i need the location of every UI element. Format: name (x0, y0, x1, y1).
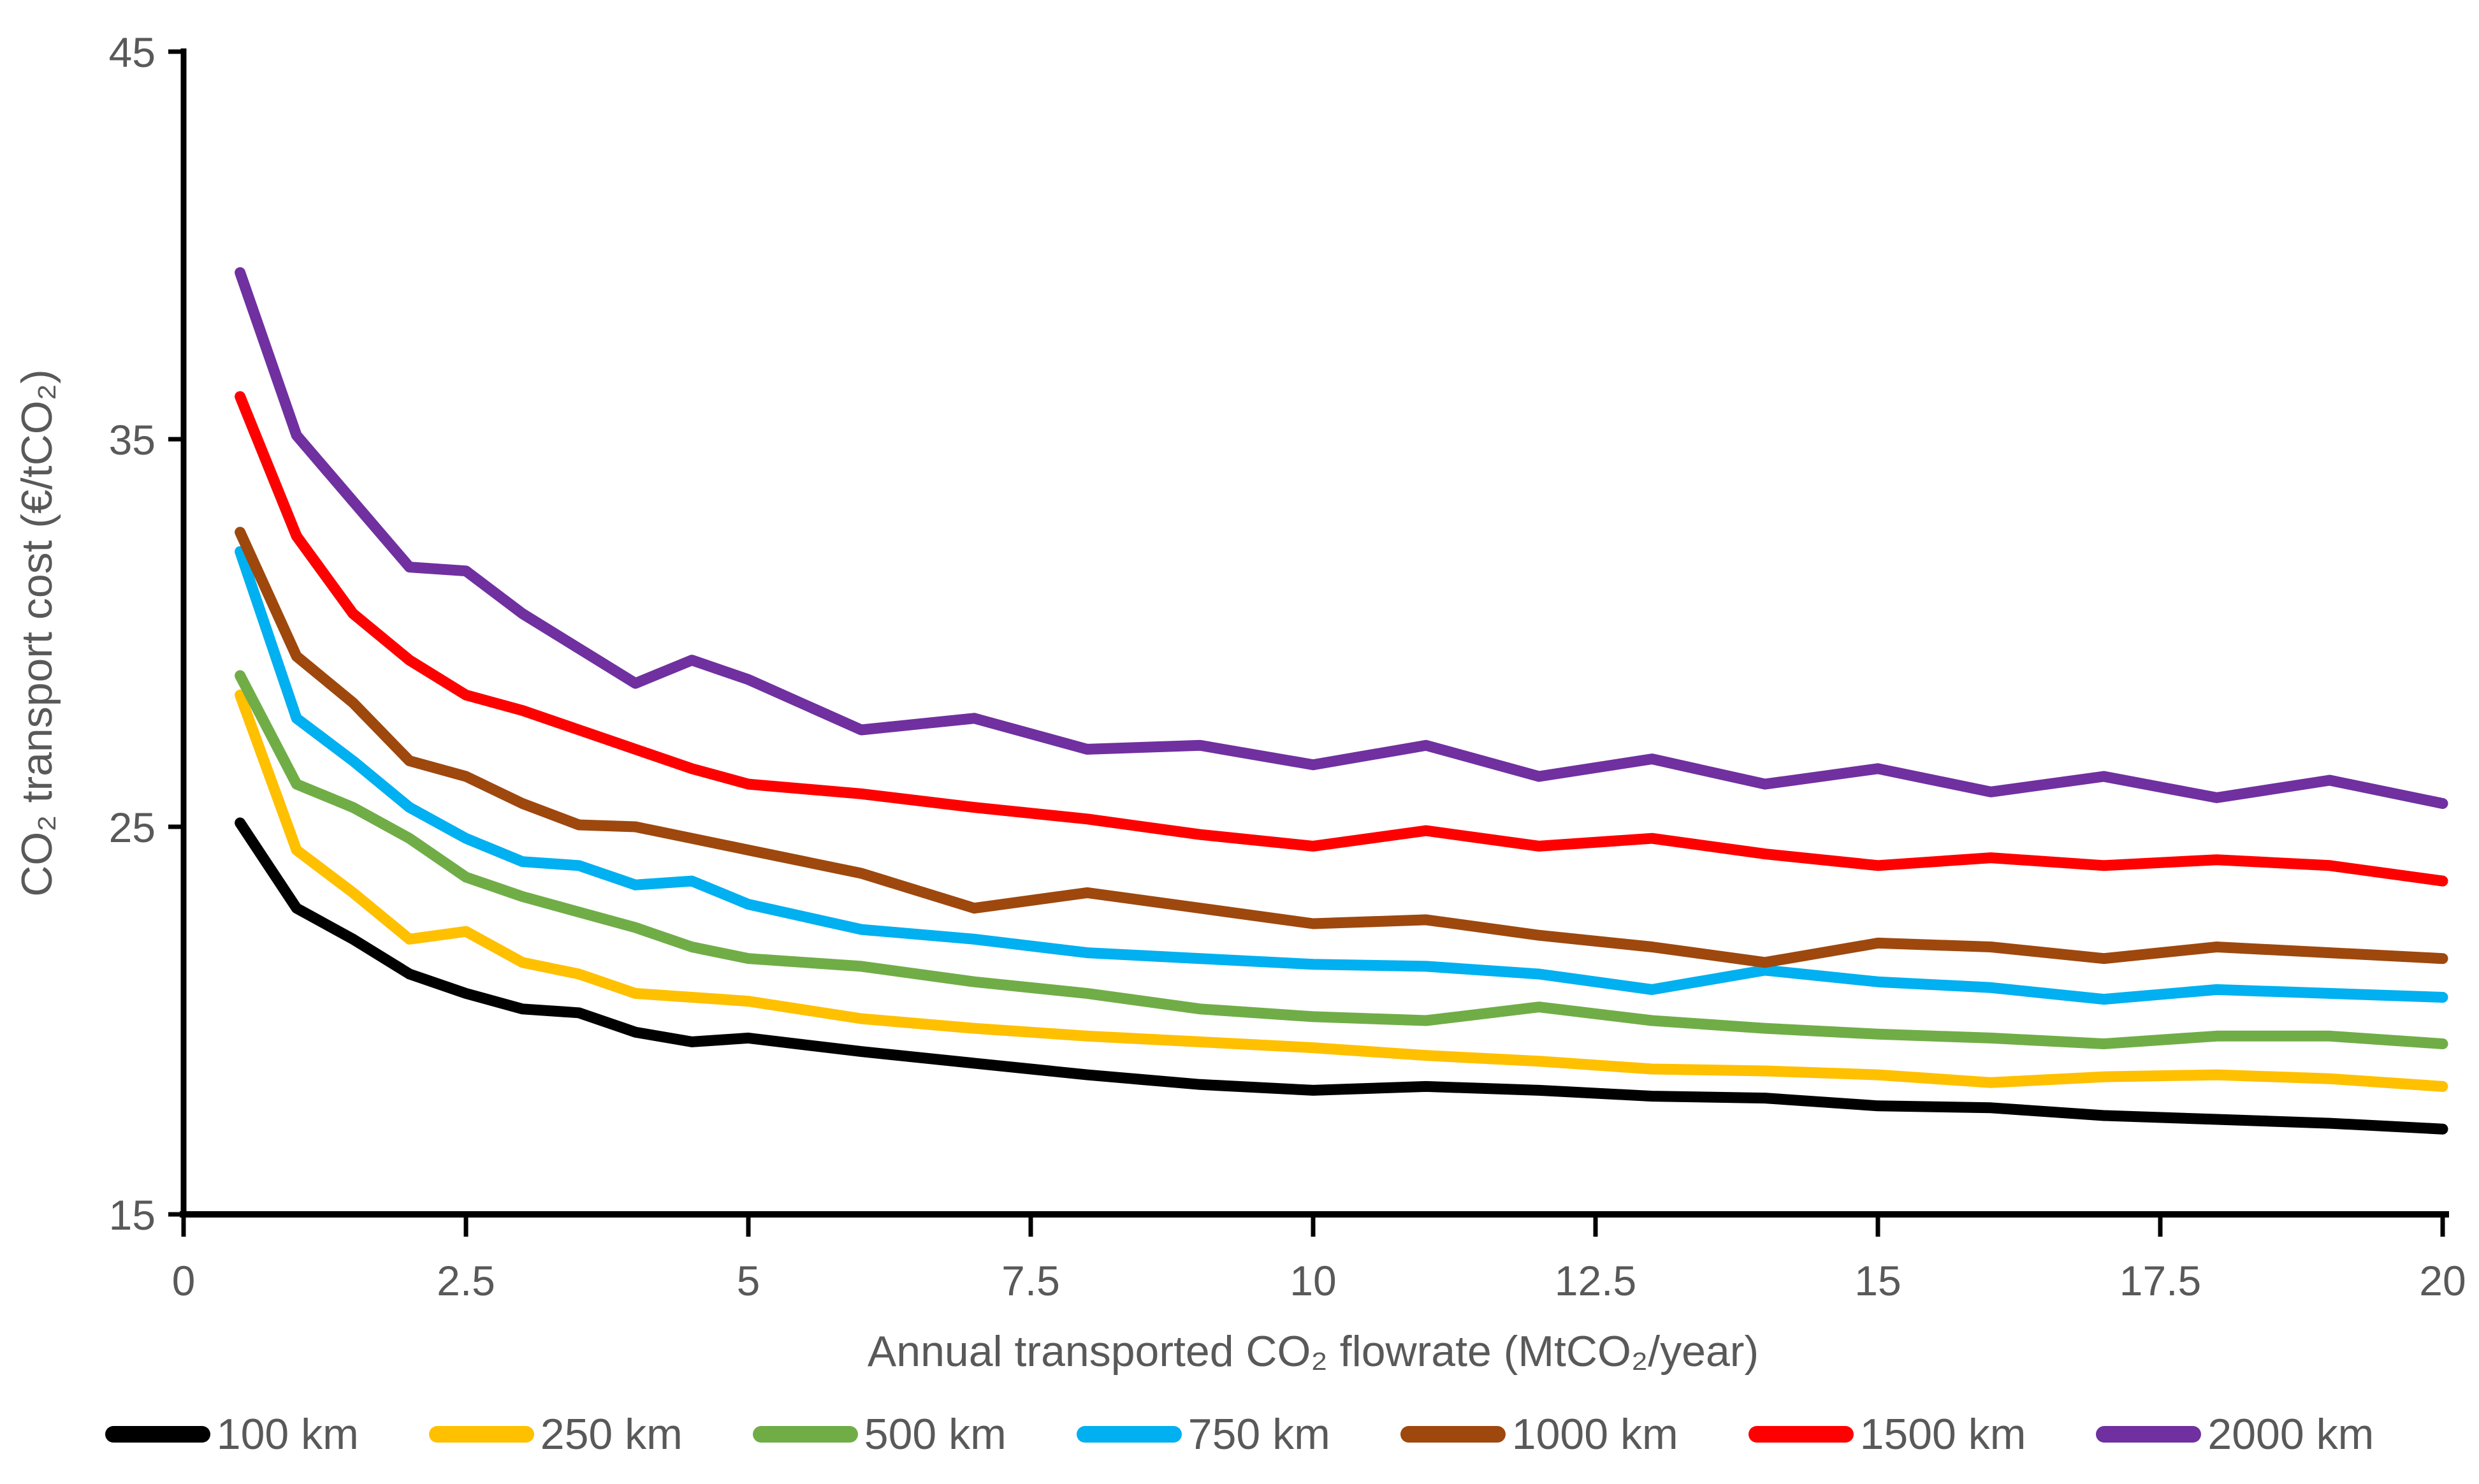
y-tick-label: 45 (109, 29, 156, 76)
legend-item-2000km: 2000 km (2096, 1409, 2374, 1459)
series-line-2000km (235, 267, 2448, 809)
legend-swatch-2000km (2096, 1426, 2202, 1443)
x-tick-label: 2.5 (437, 1257, 495, 1304)
legend-item-100km: 100 km (105, 1409, 359, 1459)
x-tick-label: 10 (1290, 1257, 1336, 1304)
legend-swatch-500km (752, 1426, 858, 1443)
x-axis-title: Annual transported CO₂ flowrate (MtCO₂/y… (867, 1327, 1759, 1376)
x-tick-label: 0 (172, 1257, 196, 1304)
series-line-500km (235, 670, 2448, 1049)
legend-swatch-100km (105, 1426, 210, 1443)
legend-label: 250 km (540, 1410, 683, 1459)
x-tick-label: 5 (737, 1257, 760, 1304)
legend-item-750km: 750 km (1076, 1409, 1330, 1459)
legend-label: 2000 km (2207, 1410, 2374, 1459)
x-tick-label: 17.5 (2119, 1257, 2201, 1304)
x-tick-label: 7.5 (1001, 1257, 1060, 1304)
legend-item-500km: 500 km (752, 1409, 1007, 1459)
legend-swatch-1000km (1400, 1426, 1506, 1443)
legend-swatch-750km (1076, 1426, 1182, 1443)
y-tick-label: 15 (109, 1191, 156, 1239)
legend-label: 1000 km (1511, 1410, 1678, 1459)
y-axis-title: CO₂ transport cost (€/tCO₂) (13, 369, 61, 897)
legend-item-1000km: 1000 km (1400, 1409, 1678, 1459)
x-tick-label: 15 (1854, 1257, 1901, 1304)
x-tick-label: 12.5 (1555, 1257, 1636, 1304)
legend: 100 km 250 km 500 km 750 km 1000 km 1500… (0, 1409, 2479, 1460)
legend-item-1500km: 1500 km (1748, 1409, 2026, 1459)
legend-item-250km: 250 km (428, 1409, 683, 1459)
legend-label: 100 km (216, 1410, 359, 1459)
y-tick-label: 25 (109, 804, 156, 851)
series-line-1500km (235, 391, 2448, 887)
legend-label: 500 km (864, 1410, 1007, 1459)
series-line-1000km (235, 527, 2448, 968)
series-line-750km (235, 546, 2448, 1005)
legend-swatch-250km (428, 1426, 534, 1443)
series-line-250km (235, 689, 2448, 1092)
x-tick-label: 20 (2419, 1257, 2466, 1304)
y-tick-label: 35 (109, 416, 156, 463)
legend-label: 750 km (1188, 1410, 1330, 1459)
legend-label: 1500 km (1859, 1410, 2026, 1459)
legend-swatch-1500km (1748, 1426, 1854, 1443)
series-line-100km (235, 817, 2448, 1135)
